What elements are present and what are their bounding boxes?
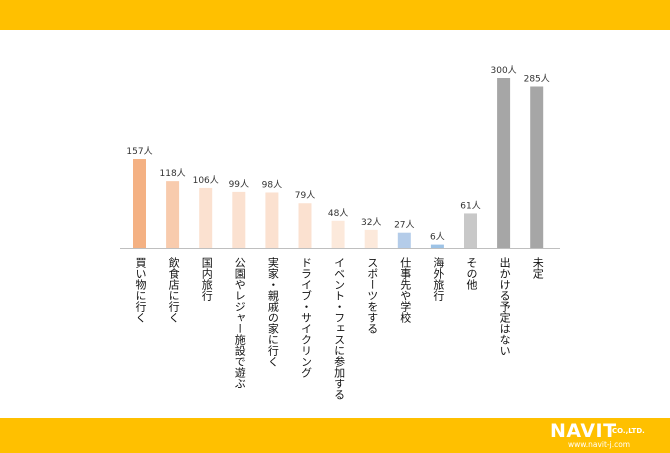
value-label-2: 118人 bbox=[160, 168, 186, 179]
value-label-10: 6人 bbox=[430, 232, 445, 243]
category-label-6: ドライブ・サイクリング bbox=[300, 257, 313, 378]
bar-10 bbox=[430, 244, 444, 248]
bottom-band bbox=[0, 418, 670, 453]
category-label-7: イベント・フェスに参加する bbox=[333, 257, 346, 400]
bar-13 bbox=[530, 86, 544, 248]
category-label-5: 実家・親戚の家に行く bbox=[266, 256, 279, 367]
category-label-8: スポーツをする bbox=[366, 257, 379, 334]
category-label-9: 仕事先や学校 bbox=[399, 257, 412, 324]
bar-9 bbox=[397, 232, 411, 248]
value-label-8: 32人 bbox=[361, 217, 381, 228]
category-label-13: 未定 bbox=[531, 257, 544, 280]
logo-name: NAVIT bbox=[550, 420, 617, 442]
bars-group bbox=[133, 78, 544, 248]
category-labels-group: 買い物に行く 飲食店に行く 国内旅行 公園やレジャー施設で遊ぶ 実家・親戚の家に行く ドラ… bbox=[134, 256, 544, 400]
category-label-11: その他 bbox=[465, 257, 478, 290]
value-label-11: 61人 bbox=[460, 200, 480, 211]
value-label-6: 79人 bbox=[295, 190, 315, 201]
bar-7 bbox=[331, 220, 345, 248]
value-label-9: 27人 bbox=[394, 220, 414, 231]
value-labels-group: 157人 118人 106人 99人 98人 79人 48人 32人 27人 6人 61人 300人 2… bbox=[126, 65, 549, 243]
category-label-10: 海外旅行 bbox=[432, 256, 445, 302]
bar-3 bbox=[199, 187, 213, 248]
value-label-7: 48人 bbox=[328, 208, 348, 219]
value-label-3: 106人 bbox=[193, 175, 219, 186]
category-label-3: 国内旅行 bbox=[200, 257, 213, 302]
value-label-1: 157人 bbox=[126, 146, 152, 157]
value-label-4: 99人 bbox=[229, 179, 249, 190]
category-label-1: 買い物に行く bbox=[134, 257, 147, 323]
logo-url: www.navit-j.com bbox=[568, 440, 631, 449]
navit-logo: NAVIT CO.,LTD. www.navit-j.com bbox=[550, 421, 662, 451]
category-label-2: 飲食店に行く bbox=[167, 256, 180, 323]
bar-5 bbox=[265, 192, 279, 248]
value-label-5: 98人 bbox=[262, 179, 282, 190]
value-label-13: 285人 bbox=[524, 74, 550, 85]
bar-11 bbox=[464, 213, 477, 248]
category-label-12: 出かける予定はない bbox=[498, 256, 511, 356]
bar-12 bbox=[497, 78, 511, 248]
category-label-4: 公園やレジャー施設で遊ぶ bbox=[233, 257, 246, 389]
bar-6 bbox=[298, 203, 312, 248]
bar-2 bbox=[166, 181, 180, 248]
bar-chart: 157人 118人 106人 99人 98人 79人 48人 32人 27人 6人 61人 300人 2… bbox=[120, 65, 560, 400]
bar-1 bbox=[133, 159, 146, 248]
top-band bbox=[0, 0, 670, 30]
bar-8 bbox=[364, 229, 378, 248]
logo-suffix: CO.,LTD. bbox=[612, 427, 645, 435]
bar-4 bbox=[232, 191, 246, 248]
value-label-12: 300人 bbox=[491, 65, 517, 76]
